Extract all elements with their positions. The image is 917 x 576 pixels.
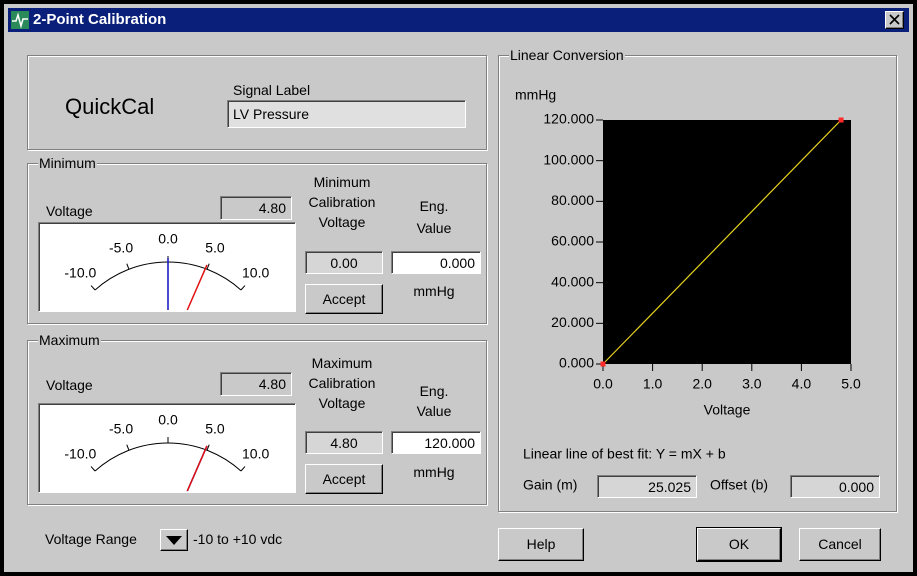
y-tick-label: 80.000 (551, 192, 594, 208)
calibration-caption: Maximum (311, 355, 373, 371)
y-tick-label: 60.000 (551, 233, 594, 249)
x-tick-label: 1.0 (643, 376, 663, 392)
meter-tick-label: 0.0 (158, 231, 178, 247)
accept-button[interactable]: Accept (305, 464, 383, 494)
conversion-line (602, 119, 842, 365)
voltage-needle (186, 445, 208, 492)
calibration-point (600, 361, 606, 367)
meter-tick (126, 263, 130, 270)
fit-caption: Linear line of best fit: Y = mX + b (523, 446, 726, 462)
offset-caption: Offset (b) (710, 477, 768, 493)
header-group: QuickCal Signal Label LV Pressure (27, 55, 487, 150)
y-axis-label: mmHg (515, 87, 556, 103)
voltage-range-dropdown[interactable] (160, 529, 188, 551)
dialog-window: 2-Point Calibration QuickCal Signal Labe… (4, 4, 913, 572)
meter-arc (94, 442, 242, 472)
x-tick-label: 0.0 (593, 376, 613, 392)
linear-conversion-group: Linear Conversion (498, 47, 897, 512)
meter-tick (206, 263, 210, 270)
eng-caption: Value (416, 220, 452, 236)
title-bar: 2-Point Calibration (8, 8, 909, 32)
voltage-caption: Voltage (46, 203, 93, 219)
window-title: 2-Point Calibration (33, 11, 167, 28)
y-tick-label: 0.000 (559, 355, 594, 371)
help-button[interactable]: Help (498, 528, 584, 561)
cancel-button[interactable]: Cancel (799, 528, 881, 561)
voltage-range-caption: Voltage Range (45, 531, 137, 547)
meter-tick (240, 285, 246, 291)
calibration-caption: Voltage (318, 214, 366, 230)
voltage-display: 4.80 (220, 196, 292, 220)
close-icon (889, 14, 900, 25)
calibration-voltage-display: 4.80 (305, 431, 383, 454)
eng-caption: Eng. (419, 383, 449, 399)
drawing-layer: -10.0 -5.0 0.0 5.0 10.0 -10.0 -5.0 0.0 5.0 10.0 mm… (64, 87, 861, 493)
y-tick-label: 20.000 (551, 314, 594, 330)
x-tick-label: 5.0 (841, 376, 861, 392)
eng-caption: Value (416, 403, 452, 419)
meter-tick-label: 10.0 (242, 445, 269, 461)
eng-value-field[interactable]: 120.000 (391, 431, 481, 454)
offset-field: 0.000 (790, 475, 880, 498)
eng-value-field[interactable]: 0.000 (391, 251, 481, 274)
meter-tick-label: 0.0 (158, 412, 178, 428)
voltage-caption: Voltage (46, 377, 93, 393)
signal-label-caption: Signal Label (233, 82, 311, 98)
signal-label-field[interactable]: LV Pressure (227, 100, 466, 128)
window-icon (11, 11, 29, 29)
meter-tick (90, 466, 96, 472)
gain-field: 25.025 (597, 475, 697, 498)
meter-tick-label: -5.0 (109, 420, 133, 436)
close-button[interactable] (885, 11, 904, 29)
y-tick-label: 40.000 (551, 273, 594, 289)
calibration-caption: Calibration (308, 375, 376, 391)
calibration-caption: Minimum (313, 174, 371, 190)
y-tick-label: 120.000 (543, 111, 594, 127)
y-tick-label: 100.000 (543, 151, 594, 167)
meter-tick (126, 444, 130, 451)
meter-tick-label: 10.0 (242, 264, 269, 280)
plot-area (603, 120, 851, 364)
calibration-point (838, 117, 844, 123)
calibration-caption: Calibration (308, 194, 376, 210)
meter-tick-label: 5.0 (205, 420, 225, 436)
eng-caption: Eng. (419, 198, 449, 214)
meter-tick (240, 466, 246, 472)
voltage-needle (186, 264, 208, 311)
maximum-group: Maximum Voltage 4.80 Maximum Calibration Volt… (27, 332, 487, 505)
meter-face (38, 222, 296, 312)
meter-tick (90, 285, 96, 291)
voltage-display: 4.80 (220, 372, 292, 396)
group-title: Minimum (38, 155, 97, 171)
group-title: Maximum (38, 332, 101, 348)
gain-caption: Gain (m) (523, 477, 577, 493)
meter-tick-label: -5.0 (109, 239, 133, 255)
ok-button[interactable]: OK (696, 527, 782, 562)
x-tick-label: 3.0 (742, 376, 762, 392)
x-tick-label: 2.0 (692, 376, 712, 392)
app-name: QuickCal (65, 94, 155, 119)
calibration-voltage-display: 0.00 (305, 251, 383, 274)
meter-tick-label: -10.0 (64, 264, 96, 280)
meter-face (38, 403, 296, 493)
x-axis-label: Voltage (704, 402, 751, 418)
minimum-group: Minimum Voltage 4.80 Minimum Calibration Volt… (27, 155, 487, 324)
meter-tick-label: 5.0 (205, 239, 225, 255)
unit-label: mmHg (413, 283, 455, 299)
meter-tick (206, 444, 210, 451)
voltage-range-value: -10 to +10 vdc (193, 531, 283, 547)
calibration-caption: Voltage (318, 395, 366, 411)
unit-label: mmHg (413, 464, 455, 480)
x-tick-label: 4.0 (792, 376, 812, 392)
accept-button[interactable]: Accept (305, 284, 383, 314)
dropdown-arrow (166, 536, 182, 545)
meter-tick-label: -10.0 (64, 445, 96, 461)
group-title: Linear Conversion (509, 47, 625, 63)
